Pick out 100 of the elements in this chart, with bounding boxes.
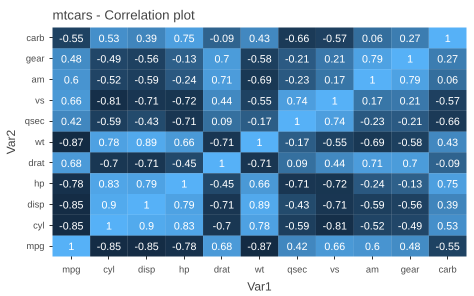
- data-label: -0.71: [210, 137, 234, 149]
- data-label: -0.57: [322, 32, 347, 45]
- y-tick-label: am: [32, 74, 45, 85]
- x-tick-label: hp: [179, 264, 190, 274]
- data-label: -0.55: [436, 241, 460, 254]
- data-label: 0.42: [60, 116, 82, 128]
- data-label: -0.43: [284, 199, 310, 212]
- data-label: -0.24: [360, 178, 385, 191]
- data-label: -0.78: [172, 241, 196, 254]
- chart-title: mtcars - Correlation plot: [52, 8, 196, 22]
- data-label: 0.09: [286, 158, 308, 170]
- data-label: 1: [332, 95, 338, 108]
- data-label: -0.59: [134, 74, 159, 87]
- data-label: 1: [144, 199, 150, 212]
- data-label: -0.85: [59, 199, 84, 212]
- x-axis-title: Var1: [247, 280, 272, 294]
- data-label: -0.57: [436, 95, 460, 108]
- data-label: 0.06: [362, 32, 383, 45]
- x-tick-label: am: [366, 264, 380, 274]
- data-label: 0.78: [98, 137, 120, 149]
- data-label: 0.6: [365, 241, 380, 254]
- data-label: 0.79: [136, 178, 158, 191]
- data-label: 0.68: [60, 158, 82, 170]
- y-tick-label: gear: [26, 54, 44, 64]
- data-label: 0.66: [60, 95, 82, 108]
- data-label: 0.39: [136, 32, 158, 45]
- data-label: -0.21: [284, 54, 310, 66]
- y-tick-label: cyl: [33, 220, 45, 230]
- data-label: -0.59: [284, 220, 310, 232]
- data-label: -0.23: [360, 116, 385, 128]
- data-label: -0.85: [59, 220, 84, 232]
- data-label: 0.43: [437, 137, 458, 149]
- x-tick-label: wt: [254, 264, 265, 274]
- data-label: 0.83: [174, 220, 195, 232]
- x-tick-label: carb: [438, 264, 457, 274]
- data-label: 1: [369, 74, 376, 87]
- x-tick-label: qsec: [287, 264, 308, 274]
- y-tick-label: carb: [26, 32, 45, 43]
- data-label: -0.49: [96, 54, 122, 66]
- data-label: 0.89: [249, 199, 270, 212]
- data-label: 0.89: [136, 137, 158, 149]
- data-label: 0.44: [324, 158, 346, 170]
- data-label: 0.53: [98, 32, 120, 45]
- data-label: -0.85: [134, 241, 159, 254]
- data-label: 0.79: [362, 54, 383, 66]
- data-label: -0.71: [247, 158, 272, 170]
- data-label: -0.66: [436, 116, 460, 128]
- x-tick-label: mpg: [62, 264, 80, 274]
- data-label: -0.09: [436, 158, 460, 170]
- y-axis-title: Var2: [4, 129, 18, 154]
- data-label: 0.09: [211, 116, 232, 128]
- data-label: -0.72: [172, 95, 196, 108]
- data-label: -0.17: [284, 137, 310, 149]
- data-label: 0.74: [324, 116, 346, 128]
- data-label: 0.06: [437, 74, 458, 87]
- data-label: -0.71: [322, 199, 347, 212]
- data-label: 0.9: [139, 220, 154, 232]
- data-label: -0.59: [360, 199, 385, 212]
- y-tick-label: wt: [34, 137, 45, 147]
- data-label: -0.52: [360, 220, 385, 232]
- data-label: -0.71: [172, 116, 196, 128]
- data-label: 0.71: [211, 74, 232, 87]
- data-label: -0.59: [96, 116, 122, 128]
- data-label: -0.55: [322, 137, 347, 149]
- data-label: 0.43: [249, 32, 270, 45]
- x-tick-label: cyl: [103, 264, 115, 274]
- data-label: -0.58: [398, 137, 422, 149]
- data-label: -0.87: [247, 241, 272, 254]
- data-label: 0.7: [402, 158, 418, 170]
- x-tick-label: drat: [214, 264, 230, 274]
- data-label: -0.49: [398, 220, 422, 232]
- data-label: 0.17: [324, 74, 346, 87]
- data-label: 0.79: [174, 199, 195, 212]
- data-label: 0.17: [362, 95, 383, 108]
- data-label: -0.21: [398, 116, 422, 128]
- data-label: -0.66: [284, 32, 310, 45]
- x-tick-label: vs: [330, 264, 340, 274]
- data-label: -0.55: [59, 32, 84, 45]
- y-tick-label: disp: [27, 199, 45, 210]
- data-label: 0.83: [98, 178, 120, 191]
- data-label: 1: [294, 116, 300, 128]
- data-label: -0.55: [247, 95, 272, 108]
- data-label: -0.45: [210, 178, 234, 191]
- data-label: -0.56: [134, 54, 159, 66]
- data-label: 0.71: [362, 158, 383, 170]
- data-label: -0.71: [284, 178, 310, 191]
- data-label: -0.23: [284, 74, 310, 87]
- data-label: -0.52: [96, 74, 122, 87]
- y-tick-label: qsec: [24, 116, 45, 126]
- data-label: -0.7: [100, 158, 118, 170]
- y-tick-label: hp: [34, 178, 45, 189]
- data-label: -0.69: [360, 137, 385, 149]
- data-label: -0.71: [134, 95, 159, 108]
- data-label: -0.13: [172, 54, 196, 66]
- data-label: 0.39: [437, 199, 458, 212]
- data-label: -0.81: [96, 95, 122, 108]
- data-label: 0.66: [249, 178, 270, 191]
- data-label: 1: [407, 54, 414, 66]
- data-label: 1: [181, 178, 188, 191]
- y-tick-label: vs: [35, 95, 45, 106]
